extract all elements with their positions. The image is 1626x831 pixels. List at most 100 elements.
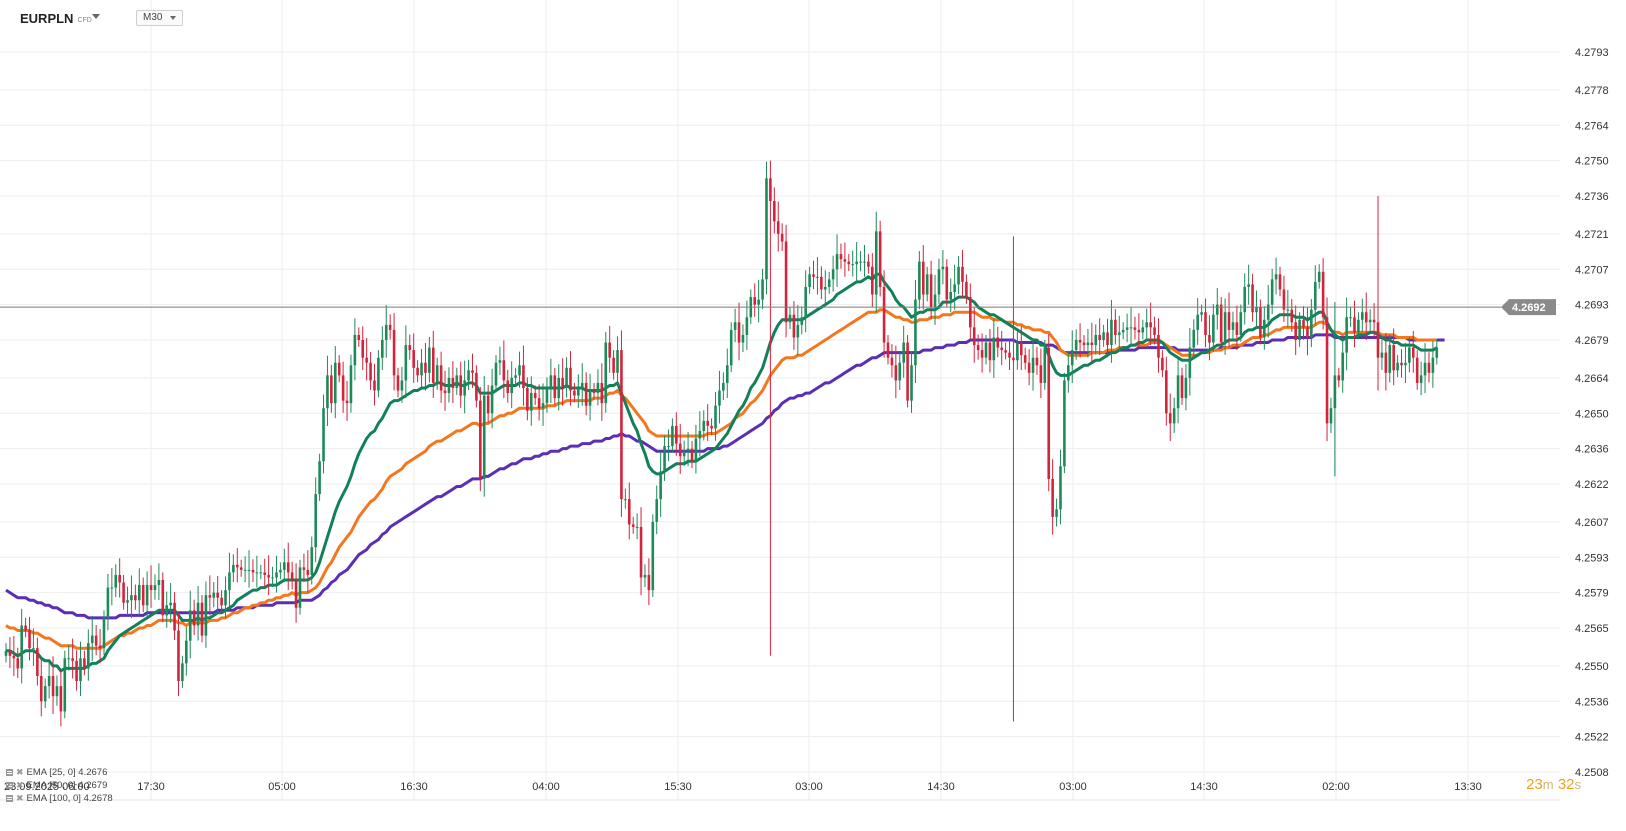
candle-body (569, 367, 572, 391)
candle-body (639, 526, 643, 578)
candle-body (1196, 314, 1199, 330)
candle-body (294, 580, 298, 608)
candle-body (980, 350, 984, 358)
candle-body (247, 569, 251, 571)
candle-body (702, 420, 706, 431)
symbol-selector[interactable]: EURPLN CFD (20, 11, 92, 26)
candle-body (1435, 347, 1439, 358)
time-tick-label: 15:30 (664, 781, 692, 793)
candle-body (1259, 307, 1262, 338)
timer-minutes-unit: m (1542, 777, 1554, 792)
candle-body (1341, 352, 1345, 381)
candle-body (271, 577, 274, 579)
legend-ema25[interactable]: ✖ EMA [25, 0] 4.2676 (6, 766, 113, 779)
candle-body (377, 357, 380, 391)
candle-countdown: 23m 32s (1526, 776, 1581, 793)
candle-body (255, 572, 259, 574)
candle-body (1223, 312, 1227, 343)
candle-body (937, 269, 941, 295)
legend-ema50[interactable]: ✖ EMA [50, 0] 4.2679 (6, 779, 113, 792)
candle-body (529, 393, 533, 411)
candle-body (1129, 327, 1133, 329)
candle-body (1008, 352, 1011, 358)
candle-body (655, 499, 659, 522)
candle-body (475, 372, 478, 401)
candle-body (286, 562, 290, 573)
timer-seconds-unit: s (1574, 777, 1582, 792)
candle-body (941, 266, 945, 270)
symbol-dropdown-caret-icon[interactable] (92, 14, 100, 19)
remove-indicator-icon[interactable]: ✖ (16, 793, 24, 803)
candle-body (1016, 342, 1019, 361)
symbol-type: CFD (77, 17, 92, 24)
price-tick-label: 4.2707 (1575, 264, 1609, 276)
candle-body (1188, 347, 1192, 378)
candle-body (1039, 365, 1043, 383)
candle-body (1000, 347, 1003, 351)
price-axis[interactable]: 4.2793 4.2778 4.2764 4.2750 4.2736 4.2721 4.27… (1575, 47, 1609, 779)
candle-body (1278, 274, 1282, 290)
candle-body (59, 686, 63, 712)
candle-body (298, 567, 302, 608)
candle-body (820, 276, 823, 290)
time-tick-label: 14:30 (1190, 781, 1218, 793)
candle-body (1298, 319, 1301, 340)
candle-body (431, 347, 435, 383)
remove-indicator-icon[interactable]: ✖ (16, 767, 24, 777)
legend-ema100[interactable]: ✖ EMA [100, 0] 4.2678 (6, 792, 113, 805)
candle-body (87, 643, 90, 669)
candle-body (1239, 312, 1243, 335)
candle-body (1321, 271, 1325, 318)
indicator-settings-icon[interactable] (6, 795, 13, 802)
candle-body (141, 585, 145, 606)
candle-body (1137, 329, 1141, 333)
candle-body (1059, 466, 1062, 510)
candle-body (443, 390, 447, 394)
candle-body (812, 274, 815, 277)
candle-body (1411, 347, 1415, 358)
candle-body (741, 334, 745, 343)
candle-body (345, 400, 349, 404)
timer-minutes: 23 (1526, 776, 1543, 793)
candle-body (1055, 509, 1058, 517)
candle-body (1082, 342, 1086, 346)
candle-body (1180, 375, 1184, 399)
candle-body (1145, 322, 1149, 328)
candle-body (204, 595, 208, 636)
candle-body (1204, 312, 1207, 335)
candle-body (1227, 312, 1231, 330)
candle-body (729, 329, 733, 366)
candle-body (631, 524, 635, 527)
candle-body (921, 261, 925, 295)
candle-body (624, 499, 627, 501)
candle-body (490, 385, 494, 414)
candle-body (1317, 271, 1321, 282)
candle-body (1306, 327, 1309, 338)
candle-body (1192, 329, 1196, 348)
candle-body (1004, 350, 1007, 353)
candle-body (714, 405, 717, 429)
candle-body (972, 327, 976, 346)
timeframe-selector[interactable]: M30 (136, 10, 184, 26)
candle-body (75, 660, 78, 682)
candle-body (588, 390, 592, 406)
candle-body (733, 322, 737, 330)
candle-body (224, 590, 227, 606)
candle-body (961, 266, 964, 282)
candle-body (878, 231, 882, 287)
price-tick-label: 4.2721 (1575, 229, 1609, 241)
candle-body (1263, 319, 1266, 338)
time-axis[interactable]: 23.09.2025 06:00 17:30 05:00 16:30 04:00 15:3… (4, 781, 1482, 793)
candle-body (874, 231, 878, 295)
candle-body (1219, 304, 1223, 343)
candle-body (565, 367, 568, 388)
time-tick-label: 16:30 (400, 781, 428, 793)
candle-body (79, 658, 82, 682)
candle-body (522, 365, 525, 388)
indicator-settings-icon[interactable] (6, 782, 13, 789)
candle-body (267, 574, 270, 578)
remove-indicator-icon[interactable]: ✖ (16, 780, 24, 790)
indicator-settings-icon[interactable] (6, 769, 13, 776)
candle-body (275, 572, 278, 578)
